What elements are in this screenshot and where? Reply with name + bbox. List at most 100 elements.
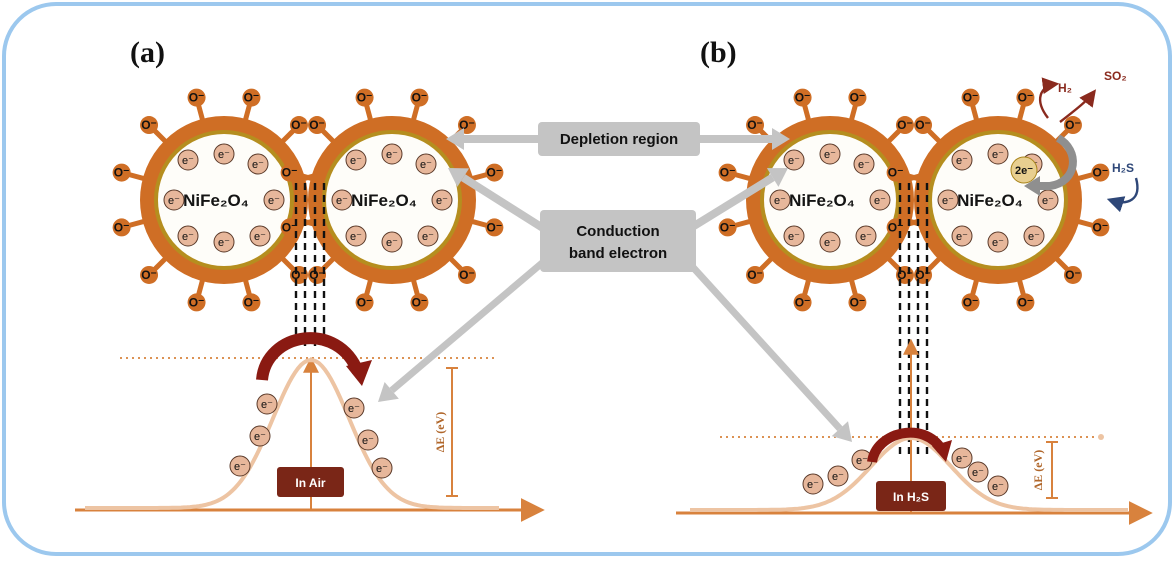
oxygen-ion-label: O⁻ [1065,118,1081,132]
delta-e-label-a: ΔE (eV) [433,412,447,453]
electron-label: e⁻ [182,231,194,243]
oxygen-ion-label: O⁻ [963,295,979,309]
delta-e-label-b: ΔE (eV) [1031,450,1045,491]
electron-label: e⁻ [807,479,819,491]
electron-label: e⁻ [788,155,800,167]
h2s-label: H₂S [1112,161,1134,175]
electron-label: e⁻ [858,159,870,171]
electron-label: e⁻ [254,231,266,243]
electron-label: e⁻ [261,399,273,411]
electron-label: e⁻ [376,463,388,475]
core-label: NiFe₂O₄ [183,191,249,210]
electron-label: e⁻ [774,195,786,207]
electron-label: e⁻ [182,155,194,167]
fermi-level-end-dot [1098,434,1104,440]
oxygen-ion-label: O⁻ [795,91,811,105]
oxygen-ion-label: O⁻ [747,268,763,282]
electron-label: e⁻ [824,149,836,161]
oxygen-ion-label: O⁻ [720,220,736,234]
electron-label: e⁻ [252,159,264,171]
electron-label: e⁻ [386,237,398,249]
oxygen-ion-label: O⁻ [309,268,325,282]
h2-label: H₂ [1058,81,1072,95]
oxygen-ion-label: O⁻ [357,295,373,309]
oxygen-ion-label: O⁻ [1018,91,1034,105]
oxygen-ion-label: O⁻ [1018,295,1034,309]
electron-label: e⁻ [992,237,1004,249]
oxygen-ion-label: O⁻ [114,166,130,180]
oxygen-ion-label: O⁻ [412,295,428,309]
so2-label: SO₂ [1104,69,1127,83]
oxygen-ion-label: O⁻ [1093,166,1109,180]
oxygen-ion-label: O⁻ [795,295,811,309]
panel-a-label: (a) [130,36,165,69]
electron-label: e⁻ [420,159,432,171]
electron-label: e⁻ [992,149,1004,161]
atmosphere-label-a: In Air [295,476,326,490]
conduction-band-label-line2: band electron [569,245,667,262]
oxygen-ion-label: O⁻ [963,91,979,105]
depletion-region-label: Depletion region [560,131,678,148]
electron-label: e⁻ [956,231,968,243]
oxygen-ion-label: O⁻ [487,166,503,180]
electron-label: e⁻ [942,195,954,207]
oxygen-ion-label: O⁻ [897,118,913,132]
oxygen-ion-label: O⁻ [850,91,866,105]
two-electron-label: 2e⁻ [1015,165,1033,177]
electron-label: e⁻ [268,195,280,207]
electron-label: e⁻ [824,237,836,249]
core-label: NiFe₂O₄ [351,191,417,210]
electron-label: e⁻ [168,195,180,207]
electron-label: e⁻ [436,195,448,207]
electron-label: e⁻ [856,455,868,467]
panel-b-label: (b) [700,36,737,69]
oxygen-ion-label: O⁻ [244,295,260,309]
electron-label: e⁻ [254,431,266,443]
electron-label: e⁻ [832,471,844,483]
electron-label: e⁻ [234,461,246,473]
nanoparticle-grain: O⁻O⁻O⁻O⁻O⁻O⁻O⁻O⁻O⁻O⁻O⁻O⁻e⁻e⁻e⁻e⁻e⁻e⁻e⁻e⁻… [887,89,1110,312]
oxygen-ion-label: O⁻ [291,118,307,132]
oxygen-ion-label: O⁻ [309,118,325,132]
electron-label: e⁻ [1028,231,1040,243]
oxygen-ion-label: O⁻ [1065,268,1081,282]
electron-label: e⁻ [992,481,1004,493]
oxygen-ion-label: O⁻ [747,118,763,132]
core-label: NiFe₂O₄ [957,191,1023,210]
oxygen-ion-label: O⁻ [888,166,904,180]
electron-label: e⁻ [362,435,374,447]
oxygen-ion-label: O⁻ [189,91,205,105]
electron-label: e⁻ [218,237,230,249]
nanoparticle-grain: O⁻O⁻O⁻O⁻O⁻O⁻O⁻O⁻O⁻O⁻O⁻O⁻e⁻e⁻e⁻e⁻e⁻e⁻e⁻e⁻… [113,89,336,312]
oxygen-ion-label: O⁻ [850,295,866,309]
electron-label: e⁻ [788,231,800,243]
electron-label: e⁻ [386,149,398,161]
oxygen-ion-label: O⁻ [412,91,428,105]
atmosphere-label-b: In H₂S [893,490,929,504]
electron-label: e⁻ [348,403,360,415]
oxygen-ion-label: O⁻ [282,166,298,180]
oxygen-ion-label: O⁻ [141,268,157,282]
electron-label: e⁻ [218,149,230,161]
electron-label: e⁻ [972,467,984,479]
oxygen-ion-label: O⁻ [189,295,205,309]
electron-label: e⁻ [956,155,968,167]
oxygen-ion-label: O⁻ [114,220,130,234]
conduction-band-label-line1: Conduction [576,223,659,240]
oxygen-ion-label: O⁻ [141,118,157,132]
electron-label: e⁻ [860,231,872,243]
oxygen-ion-label: O⁻ [915,118,931,132]
oxygen-ion-label: O⁻ [459,268,475,282]
conduction-band-box [540,210,696,272]
oxygen-ion-label: O⁻ [357,91,373,105]
oxygen-ion-label: O⁻ [720,166,736,180]
oxygen-ion-label: O⁻ [1093,220,1109,234]
electron-label: e⁻ [422,231,434,243]
electron-label: e⁻ [956,453,968,465]
core-label: NiFe₂O₄ [789,191,855,210]
oxygen-ion-label: O⁻ [487,220,503,234]
electron-label: e⁻ [350,231,362,243]
electron-label: e⁻ [336,195,348,207]
